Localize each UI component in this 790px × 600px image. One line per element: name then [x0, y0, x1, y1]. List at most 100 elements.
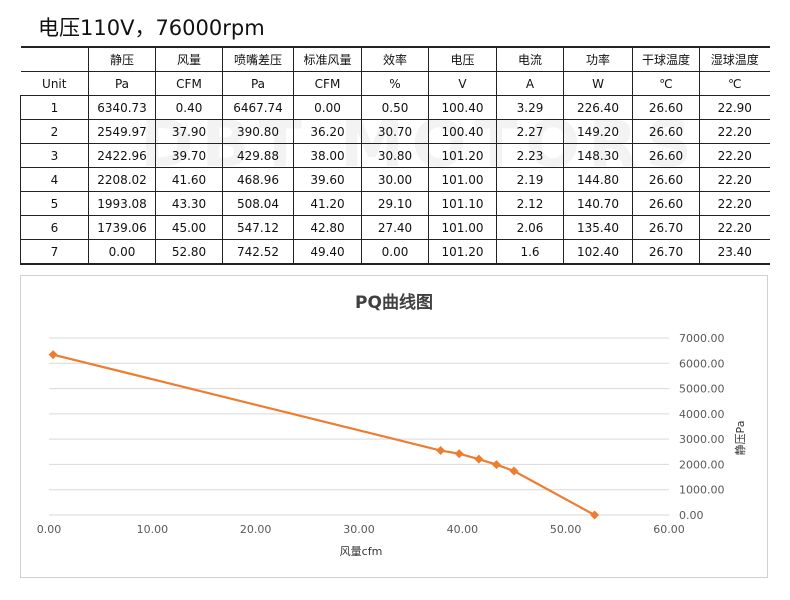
table-cell: 43.30 — [155, 191, 223, 216]
table-cell: 26.70 — [632, 239, 700, 265]
table-cell: 6340.73 — [88, 95, 156, 120]
table-cell: 508.04 — [222, 191, 294, 216]
table-cell: 26.60 — [632, 191, 700, 216]
table-cell: 22.20 — [699, 191, 770, 216]
x-tick-label: 0.00 — [37, 523, 62, 536]
x-tick-label: 60.00 — [653, 523, 685, 536]
x-tick-label: 10.00 — [137, 523, 169, 536]
table-cell: 100.40 — [428, 119, 497, 144]
table-cell: 26.60 — [632, 167, 700, 192]
data-point — [491, 460, 501, 470]
table-cell: 30.80 — [361, 143, 429, 168]
y-tick-label: 7000.00 — [679, 332, 725, 345]
data-point — [436, 446, 446, 456]
table-cell: 4 — [20, 167, 89, 192]
table-cell: 101.00 — [428, 215, 497, 240]
x-tick-label: 20.00 — [240, 523, 272, 536]
table-header-row: 静压 风量 喷嘴差压 标准风量 效率 电压 电流 功率 干球温度 湿球温度 — [20, 46, 770, 72]
data-point — [474, 454, 484, 464]
table-cell: 0.00 — [361, 239, 429, 265]
table-cell: 148.30 — [563, 143, 633, 168]
table-cell: 547.12 — [222, 215, 294, 240]
y-tick-label: 2000.00 — [679, 458, 725, 471]
table-cell: 390.80 — [222, 119, 294, 144]
table-cell: 30.70 — [361, 119, 429, 144]
table-cell: 41.20 — [293, 191, 362, 216]
table-cell: 0.00 — [293, 95, 362, 120]
table-cell: 101.00 — [428, 167, 497, 192]
column-header-dry-bulb: 干球温度 — [632, 46, 700, 72]
table-cell: 22.20 — [699, 143, 770, 168]
column-header — [20, 46, 89, 72]
table-cell: 429.88 — [222, 143, 294, 168]
table-row: 4 2208.02 41.60 468.96 39.60 30.00 101.00 2.19 1… — [20, 167, 770, 192]
unit-cell: Unit — [20, 71, 89, 96]
pq-chart-frame: PQ曲线图 0.00 1000.00 2000.00 3000.00 4000.00 50… — [20, 275, 768, 578]
table-cell: 1.6 — [496, 239, 564, 265]
unit-cell: W — [563, 71, 633, 96]
table-cell: 101.20 — [428, 239, 497, 265]
table-cell: 37.90 — [155, 119, 223, 144]
table-cell: 22.90 — [699, 95, 770, 120]
table-cell: 2549.97 — [88, 119, 156, 144]
x-tick-label: 50.00 — [550, 523, 582, 536]
column-header-current: 电流 — [496, 46, 564, 72]
table-cell: 1993.08 — [88, 191, 156, 216]
column-header-voltage: 电压 — [428, 46, 497, 72]
x-tick-label: 30.00 — [343, 523, 375, 536]
table-row: 6 1739.06 45.00 547.12 42.80 27.40 101.00 2.06 1… — [20, 215, 770, 240]
table-cell: 2.23 — [496, 143, 564, 168]
table-cell: 0.40 — [155, 95, 223, 120]
table-cell: 2 — [20, 119, 89, 144]
table-cell: 102.40 — [563, 239, 633, 265]
table-cell: 7 — [20, 239, 89, 265]
series-line — [52, 353, 596, 516]
table-cell: 101.10 — [428, 191, 497, 216]
table-cell: 2208.02 — [88, 167, 156, 192]
table-row: 1 6340.73 0.40 6467.74 0.00 0.50 100.40 3.29 226… — [20, 95, 770, 120]
unit-cell: ℃ — [632, 71, 700, 96]
table-cell: 26.70 — [632, 215, 700, 240]
table-cell: 27.40 — [361, 215, 429, 240]
y-axis-label: 静压Pa — [733, 421, 747, 456]
table-row: 2 2549.97 37.90 390.80 36.20 30.70 100.40 2.27 1… — [20, 119, 770, 144]
table-cell: 742.52 — [222, 239, 294, 265]
tick-labels: 0.00 1000.00 2000.00 3000.00 4000.00 5000.00 6… — [37, 332, 725, 536]
performance-table: 静压 风量 喷嘴差压 标准风量 效率 电压 电流 功率 干球温度 湿球温度 Un… — [20, 46, 770, 265]
table-cell: 226.40 — [563, 95, 633, 120]
gridlines — [49, 337, 669, 516]
pq-chart: PQ曲线图 0.00 1000.00 2000.00 3000.00 4000.00 50… — [37, 292, 747, 558]
table-cell: 2.12 — [496, 191, 564, 216]
table-cell: 0.00 — [88, 239, 156, 265]
data-point — [590, 510, 600, 520]
table-cell: 0.50 — [361, 95, 429, 120]
table-cell: 42.80 — [293, 215, 362, 240]
table-cell: 22.20 — [699, 119, 770, 144]
y-tick-label: 1000.00 — [679, 484, 725, 497]
table-cell: 2.06 — [496, 215, 564, 240]
table-cell: 22.20 — [699, 215, 770, 240]
table-cell: 135.40 — [563, 215, 633, 240]
table-cell: 26.60 — [632, 119, 700, 144]
table-row: 3 2422.96 39.70 429.88 38.00 30.80 101.20 2.23 1… — [20, 143, 770, 168]
table-cell: 6 — [20, 215, 89, 240]
unit-cell: CFM — [155, 71, 223, 96]
table-cell: 3 — [20, 143, 89, 168]
table-cell: 5 — [20, 191, 89, 216]
y-tick-label: 3000.00 — [679, 433, 725, 446]
table-cell: 29.10 — [361, 191, 429, 216]
table-cell: 30.00 — [361, 167, 429, 192]
table-row: 7 0.00 52.80 742.52 49.40 0.00 101.20 1.6 102.40… — [20, 239, 770, 265]
table-cell: 36.20 — [293, 119, 362, 144]
table-cell: 1739.06 — [88, 215, 156, 240]
page-title: 电压110V，76000rpm — [38, 16, 265, 40]
table-cell: 1 — [20, 95, 89, 120]
table-cell: 2422.96 — [88, 143, 156, 168]
table-cell: 2.19 — [496, 167, 564, 192]
table-cell: 100.40 — [428, 95, 497, 120]
table-cell: 26.60 — [632, 95, 700, 120]
table-cell: 144.80 — [563, 167, 633, 192]
column-header-wet-bulb: 湿球温度 — [699, 46, 770, 72]
x-axis-label: 风量cfm — [340, 545, 383, 558]
column-header-nozzle-pressure: 喷嘴差压 — [222, 46, 294, 72]
